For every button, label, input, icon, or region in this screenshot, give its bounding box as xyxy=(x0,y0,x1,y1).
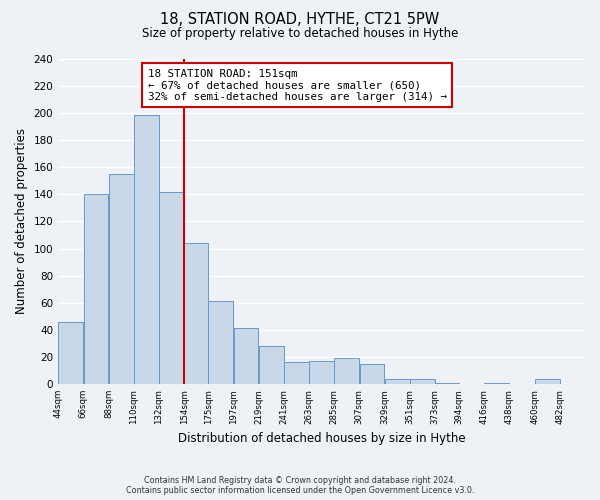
Text: 18 STATION ROAD: 151sqm
← 67% of detached houses are smaller (650)
32% of semi-d: 18 STATION ROAD: 151sqm ← 67% of detache… xyxy=(148,68,447,102)
Bar xyxy=(410,378,435,384)
Bar xyxy=(134,114,159,384)
X-axis label: Distribution of detached houses by size in Hythe: Distribution of detached houses by size … xyxy=(178,432,466,445)
Bar xyxy=(159,192,184,384)
Text: 18, STATION ROAD, HYTHE, CT21 5PW: 18, STATION ROAD, HYTHE, CT21 5PW xyxy=(160,12,440,28)
Bar xyxy=(309,361,334,384)
Bar xyxy=(385,378,410,384)
Text: Contains HM Land Registry data © Crown copyright and database right 2024.
Contai: Contains HM Land Registry data © Crown c… xyxy=(126,476,474,495)
Bar xyxy=(83,194,109,384)
Bar xyxy=(109,174,134,384)
Bar xyxy=(58,322,83,384)
Bar xyxy=(359,364,385,384)
Bar xyxy=(535,378,560,384)
Bar xyxy=(334,358,359,384)
Bar xyxy=(208,302,233,384)
Bar xyxy=(484,382,509,384)
Y-axis label: Number of detached properties: Number of detached properties xyxy=(15,128,28,314)
Bar xyxy=(284,362,309,384)
Bar xyxy=(435,382,459,384)
Bar xyxy=(233,328,259,384)
Bar xyxy=(184,243,208,384)
Text: Size of property relative to detached houses in Hythe: Size of property relative to detached ho… xyxy=(142,28,458,40)
Bar xyxy=(259,346,284,384)
